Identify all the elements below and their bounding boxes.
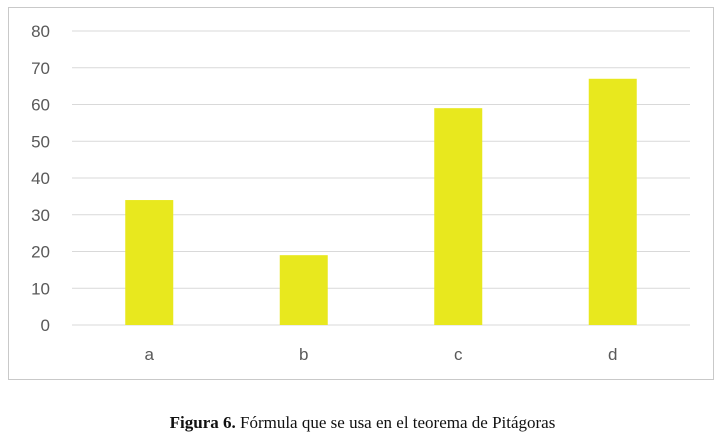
x-tick-label: b — [299, 345, 308, 364]
x-tick-label: d — [608, 345, 617, 364]
y-tick-label: 10 — [31, 279, 50, 298]
grid-lines — [72, 30, 690, 326]
bar-d — [588, 78, 637, 326]
y-tick-label: 70 — [31, 59, 50, 78]
y-tick-label: 60 — [31, 96, 50, 115]
caption-text: Fórmula que se usa en el teorema de Pitá… — [235, 413, 556, 432]
x-axis-category-labels: a b c d — [145, 345, 618, 364]
figure-caption: Figura 6. Fórmula que se usa en el teore… — [0, 413, 725, 433]
y-tick-label: 30 — [31, 206, 50, 225]
y-tick-label: 80 — [31, 22, 50, 41]
y-tick-label: 20 — [31, 243, 50, 262]
bars — [125, 78, 637, 326]
y-tick-label: 50 — [31, 132, 50, 151]
x-tick-label: c — [454, 345, 463, 364]
x-tick-label: a — [145, 345, 155, 364]
bar-chart: 0 10 20 30 40 50 60 70 80 a b c d — [31, 22, 690, 364]
bar-b — [279, 255, 328, 325]
caption-label: Figura 6. — [169, 413, 236, 432]
y-tick-label: 0 — [41, 316, 50, 335]
bar-a — [125, 200, 174, 325]
y-axis-tick-labels: 0 10 20 30 40 50 60 70 80 — [31, 22, 50, 335]
y-tick-label: 40 — [31, 169, 50, 188]
bar-c — [434, 108, 483, 325]
